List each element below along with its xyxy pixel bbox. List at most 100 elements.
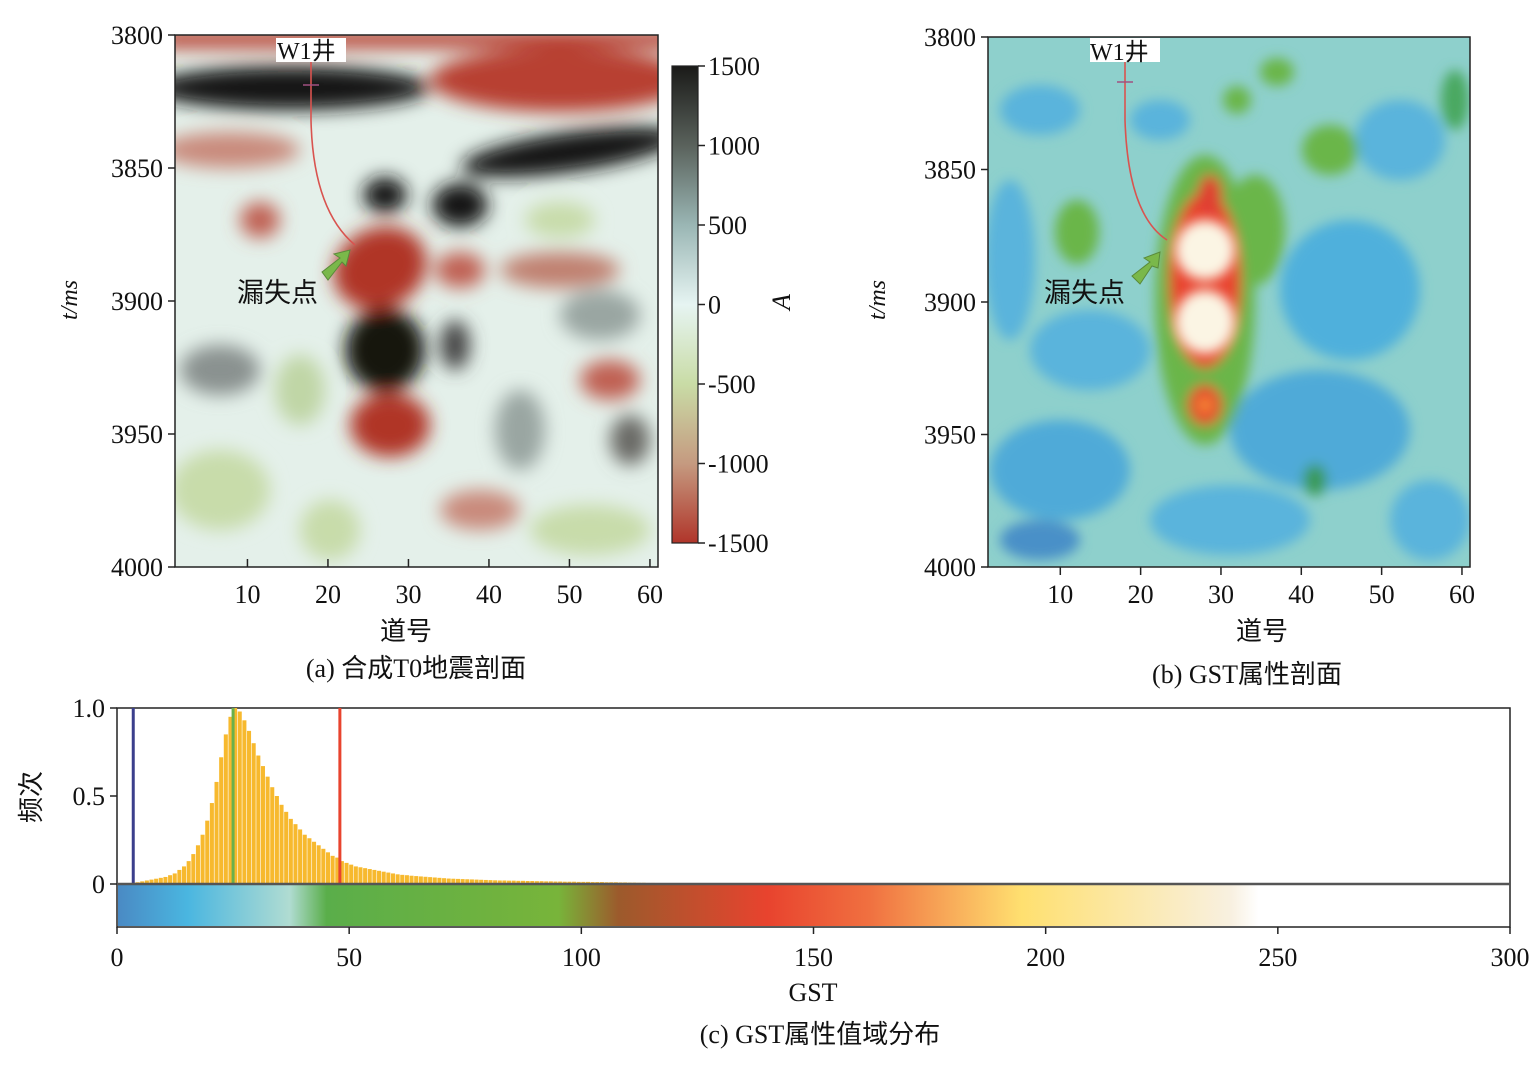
x-tick-label: 60 (637, 580, 663, 609)
colorbar-tick-label: 1500 (708, 52, 760, 81)
histogram-bar (488, 880, 493, 884)
x-tick-label: 0 (111, 943, 124, 972)
histogram-bar (446, 878, 451, 884)
histogram-bar (335, 857, 340, 884)
x-tick-label: 10 (234, 580, 260, 609)
histogram-bar (409, 875, 414, 884)
y-tick-label: 3850 (924, 156, 976, 185)
colorbar-tick-label: -1500 (708, 529, 769, 558)
panel-c-axes: 0 50 100 150 200 250 300 1.0 0.5 0 (73, 694, 1530, 972)
histogram-bar (418, 876, 423, 884)
panel-c-xlabel: GST (788, 978, 837, 1007)
histogram-bar (539, 881, 544, 884)
red-blob-loss (333, 226, 427, 310)
panel-b-caption: (b) GST属性剖面 (1152, 660, 1342, 689)
histogram-bar (321, 848, 326, 884)
histogram-bar (534, 881, 539, 884)
x-tick-label: 20 (315, 580, 341, 609)
histogram-bar (302, 834, 307, 884)
histogram-bar (530, 881, 535, 884)
histogram-bar (154, 878, 159, 884)
histogram-bar (395, 874, 400, 884)
histogram-bar (177, 869, 182, 884)
histogram-bar (158, 877, 163, 884)
red-band-right (430, 48, 658, 112)
histogram-bar (242, 720, 247, 884)
x-tick-label: 30 (395, 580, 421, 609)
x-tick-label: 60 (1449, 580, 1475, 609)
histogram-bar (312, 841, 317, 884)
well-label-a: W1井 (277, 38, 336, 65)
histogram-bar (381, 871, 386, 884)
histogram-bar (516, 880, 521, 884)
x-tick-label: 150 (794, 943, 833, 972)
x-tick-label: 300 (1491, 943, 1530, 972)
histogram-bar (432, 877, 437, 884)
histogram-bar (469, 879, 474, 884)
histogram-bar (460, 879, 465, 884)
panel-b-heatmap: W1井 漏失点 (988, 37, 1470, 567)
y-tick-label: 3800 (924, 23, 976, 52)
histogram-bar (288, 818, 293, 884)
histogram-bar (274, 796, 279, 884)
panel-b-xlabel: 道号 (1236, 617, 1288, 646)
histogram-bar (265, 776, 270, 884)
y-tick-label: 0 (92, 870, 105, 899)
histogram-bar (497, 880, 502, 884)
histogram-bar (390, 873, 395, 884)
histogram-bar (511, 880, 516, 884)
histogram-bar (372, 869, 377, 884)
black-band-top (175, 66, 430, 110)
histogram-bar (451, 878, 456, 884)
histogram-bar (483, 879, 488, 884)
histogram-bar (455, 878, 461, 884)
histogram-bar (474, 879, 479, 884)
y-tick-label: 3950 (924, 421, 976, 450)
histogram-bar (163, 876, 168, 884)
panel-c-caption: (c) GST属性值域分布 (700, 1020, 940, 1049)
histogram-bar (200, 834, 205, 884)
well-trajectory-a (310, 62, 356, 246)
black-blob-center (345, 308, 425, 392)
histogram-bar (330, 855, 335, 884)
histogram-bar (363, 868, 368, 884)
y-tick-label: 0.5 (73, 782, 106, 811)
x-tick-label: 40 (1288, 580, 1314, 609)
loss-point-label-a: 漏失点 (237, 278, 318, 308)
green-blob-left (1055, 200, 1099, 264)
colorbar-tick-label: 1000 (708, 132, 760, 161)
histogram-bar (437, 877, 442, 884)
histogram-bar (344, 862, 349, 884)
x-tick-label: 100 (562, 943, 601, 972)
histogram-bar (349, 864, 354, 884)
histogram-bar (367, 869, 372, 884)
loss-point-label-b: 漏失点 (1044, 278, 1125, 308)
threshold-lines (131, 708, 342, 884)
histogram-bar (168, 875, 173, 884)
hot-blob-lower (1175, 290, 1235, 354)
well-label-b: W1井 (1090, 39, 1149, 66)
y-tick-label: 1.0 (73, 694, 106, 723)
histogram-bar (465, 879, 470, 884)
histogram-bar (358, 867, 363, 884)
histogram-bar (270, 787, 275, 884)
colorbar-a-label: A (767, 294, 796, 312)
histogram-bar (186, 861, 191, 884)
x-tick-label: 50 (1369, 580, 1395, 609)
histogram-bars (135, 708, 679, 884)
x-tick-label: 20 (1128, 580, 1154, 609)
y-tick-label: 3950 (111, 420, 163, 449)
histogram-bar (260, 766, 265, 884)
x-tick-label: 50 (556, 580, 582, 609)
histogram-bar (223, 734, 228, 884)
histogram-bar (404, 875, 409, 884)
y-tick-label: 3800 (111, 21, 163, 50)
x-tick-label: 40 (476, 580, 502, 609)
histogram-bar (377, 870, 382, 884)
histogram-bar (293, 824, 298, 884)
y-tick-label: 4000 (924, 553, 976, 582)
colorbar-tick-label: -500 (708, 370, 756, 399)
histogram-bar (228, 716, 233, 884)
histogram-bar (520, 880, 526, 884)
panel-b-ylabel: t/ms (865, 280, 891, 320)
